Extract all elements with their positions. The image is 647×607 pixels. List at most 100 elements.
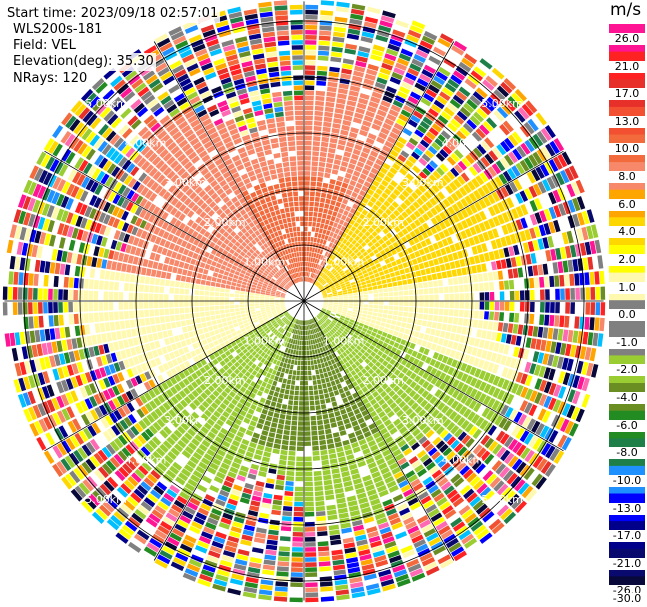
range-gate-cell bbox=[502, 322, 509, 333]
range-gate-cell bbox=[548, 368, 556, 381]
range-gate-cell bbox=[368, 535, 381, 543]
range-gate-cell bbox=[357, 544, 370, 552]
range-gate-cell bbox=[101, 333, 108, 343]
range-gate-cell bbox=[397, 154, 407, 163]
range-gate-cell bbox=[241, 316, 247, 321]
range-gate-cell bbox=[334, 488, 344, 494]
range-gate-cell bbox=[418, 157, 428, 167]
range-gate-cell bbox=[358, 438, 367, 446]
range-gate-cell bbox=[340, 73, 351, 80]
range-gate-cell bbox=[528, 435, 539, 448]
range-gate-cell bbox=[309, 206, 314, 212]
range-gate-cell bbox=[314, 323, 318, 328]
range-gate-cell bbox=[324, 284, 329, 288]
range-gate-cell bbox=[586, 209, 595, 223]
range-gate-cell bbox=[264, 297, 270, 299]
range-gate-cell bbox=[351, 122, 361, 129]
range-gate-cell bbox=[347, 366, 354, 372]
range-gate-cell bbox=[313, 279, 316, 284]
range-gate-cell bbox=[229, 391, 236, 398]
range-gate-cell bbox=[409, 213, 417, 221]
range-gate-cell bbox=[139, 318, 146, 327]
range-gate-cell bbox=[413, 147, 424, 156]
range-gate-cell bbox=[363, 164, 372, 171]
range-gate-cell bbox=[409, 91, 421, 101]
range-gate-cell bbox=[251, 415, 259, 422]
range-gate-cell bbox=[320, 318, 325, 323]
range-gate-cell bbox=[227, 498, 238, 506]
range-gate-cell bbox=[296, 319, 299, 325]
range-gate-cell bbox=[170, 433, 179, 442]
range-gate-cell bbox=[415, 432, 424, 441]
range-gate-cell bbox=[326, 246, 331, 252]
range-gate-cell bbox=[535, 423, 545, 436]
range-gate-cell bbox=[191, 521, 203, 530]
range-gate-cell bbox=[428, 108, 439, 118]
range-gate-cell bbox=[547, 327, 554, 340]
range-gate-cell bbox=[313, 385, 318, 390]
range-gate-cell bbox=[254, 359, 260, 366]
range-gate-cell bbox=[288, 315, 292, 320]
range-gate-cell bbox=[567, 259, 574, 272]
range-gate-cell bbox=[222, 322, 228, 327]
range-gate-cell bbox=[381, 402, 389, 410]
range-gate-cell bbox=[569, 344, 577, 358]
range-gate-cell bbox=[410, 478, 421, 488]
range-gate-cell bbox=[520, 204, 529, 216]
range-gate-cell bbox=[486, 262, 492, 272]
range-gate-cell bbox=[519, 125, 531, 138]
range-gate-cell bbox=[384, 338, 391, 344]
range-gate-cell bbox=[426, 229, 433, 237]
range-gate-cell bbox=[304, 496, 314, 502]
range-gate-cell bbox=[459, 484, 471, 496]
range-gate-cell bbox=[368, 493, 379, 501]
range-gate-cell bbox=[329, 66, 340, 73]
range-gate-cell bbox=[167, 536, 180, 547]
range-gate-cell bbox=[388, 351, 395, 358]
range-gate-cell bbox=[54, 327, 61, 340]
range-gate-cell bbox=[515, 427, 525, 440]
range-gate-cell bbox=[323, 224, 329, 230]
range-gate-cell bbox=[463, 354, 471, 364]
range-gate-cell bbox=[311, 252, 314, 258]
range-gate-cell bbox=[314, 269, 318, 274]
range-gate-cell bbox=[473, 479, 485, 491]
range-gate-cell bbox=[341, 287, 347, 291]
range-gate-cell bbox=[404, 296, 409, 301]
range-gate-cell bbox=[245, 378, 252, 385]
range-gate-cell bbox=[403, 290, 409, 296]
range-gate-cell bbox=[481, 330, 487, 339]
range-gate-cell bbox=[433, 315, 439, 322]
range-gate-cell bbox=[318, 434, 326, 441]
range-gate-cell bbox=[345, 205, 352, 212]
range-gate-cell bbox=[320, 255, 324, 260]
range-gate-cell bbox=[152, 333, 159, 341]
range-gate-cell bbox=[579, 242, 587, 256]
range-gate-cell bbox=[434, 454, 445, 464]
range-gate-cell bbox=[307, 277, 309, 282]
range-gate-cell bbox=[227, 588, 241, 596]
range-gate-cell bbox=[53, 289, 58, 300]
range-gate-cell bbox=[214, 296, 219, 301]
range-gate-cell bbox=[461, 267, 467, 276]
range-gate-cell bbox=[474, 390, 483, 401]
range-gate-cell bbox=[319, 312, 324, 316]
range-gate-cell bbox=[48, 315, 54, 327]
range-gate-cell bbox=[254, 485, 264, 492]
range-gate-cell bbox=[89, 268, 96, 278]
range-gate-cell bbox=[356, 251, 362, 257]
range-gate-cell bbox=[584, 241, 592, 255]
range-gate-cell bbox=[304, 120, 313, 126]
range-gate-cell bbox=[309, 319, 312, 325]
range-gate-cell bbox=[315, 343, 319, 349]
range-gate-cell bbox=[278, 551, 290, 557]
range-gate-cell bbox=[313, 390, 319, 395]
range-gate-cell bbox=[507, 323, 514, 333]
range-gate-cell bbox=[397, 280, 403, 286]
range-gate-cell bbox=[359, 213, 366, 220]
range-gate-cell bbox=[338, 319, 344, 323]
range-gate-cell bbox=[194, 295, 199, 301]
range-gate-cell bbox=[260, 305, 265, 308]
range-gate-cell bbox=[348, 131, 358, 139]
range-gate-cell bbox=[142, 335, 149, 344]
